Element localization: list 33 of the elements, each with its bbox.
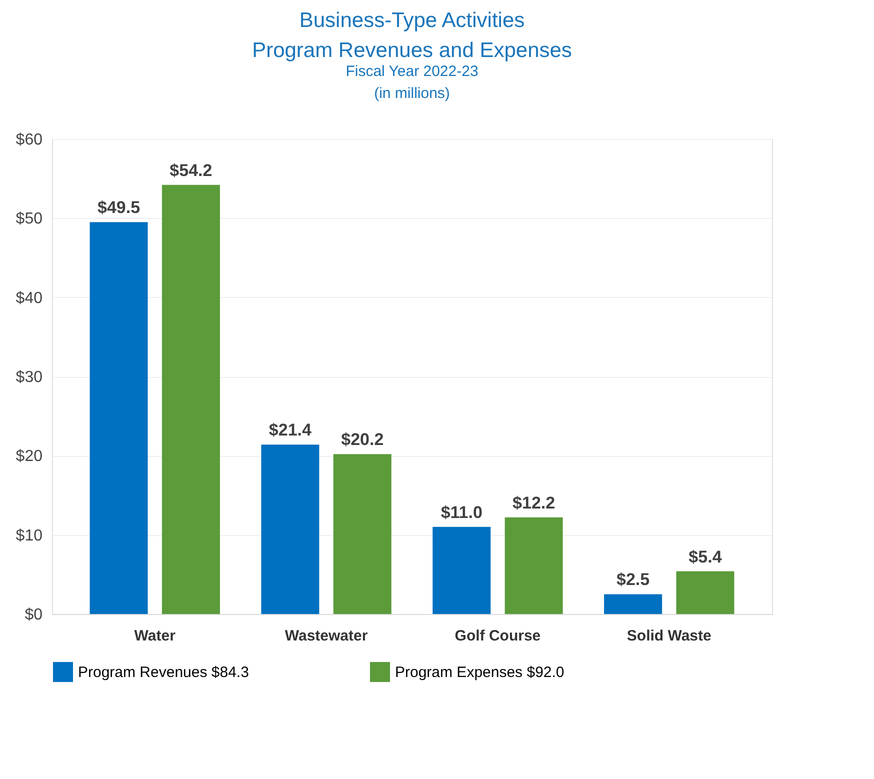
data-label: $49.5: [97, 198, 140, 218]
x-tick-label: Solid Waste: [626, 628, 712, 644]
y-tick-label: $0: [24, 606, 43, 624]
data-label: $5.4: [688, 547, 722, 566]
bar: [333, 454, 392, 614]
text: (in millions): [374, 85, 450, 102]
data-label: $11.0: [440, 502, 482, 522]
data-label: $54.2: [170, 160, 212, 180]
bar: [604, 594, 662, 614]
y-tick-label: $20: [16, 448, 43, 466]
data-label: $20.2: [341, 430, 384, 450]
x-tick-label: Wastewater: [284, 628, 368, 644]
text: Fiscal Year 2022-23: [346, 63, 478, 80]
x-tick-label: Water: [134, 628, 176, 644]
data-label: $2.5: [616, 570, 650, 590]
bar: [162, 184, 220, 614]
bar: [261, 444, 320, 614]
y-tick-label: $60: [16, 132, 43, 148]
data-label: $21.4: [268, 420, 312, 440]
x-tick-label: Golf Course: [454, 628, 541, 644]
y-tick-label: $30: [16, 369, 43, 386]
data-label: $12.2: [512, 493, 556, 512]
bar: [432, 526, 491, 614]
bar: [676, 571, 734, 614]
y-tick-label: $50: [16, 210, 43, 228]
chart-subtitle: Program Revenues and Expenses: [252, 39, 572, 62]
bar: [504, 517, 563, 614]
bar: [90, 222, 148, 614]
legend-label: Program Expenses $92.0: [395, 664, 564, 681]
chart-title: Business-Type Activities: [299, 9, 525, 32]
legend-label: Program Revenues $84.3: [78, 664, 249, 681]
y-tick-label: $40: [16, 290, 43, 307]
y-tick-label: $10: [16, 527, 43, 544]
